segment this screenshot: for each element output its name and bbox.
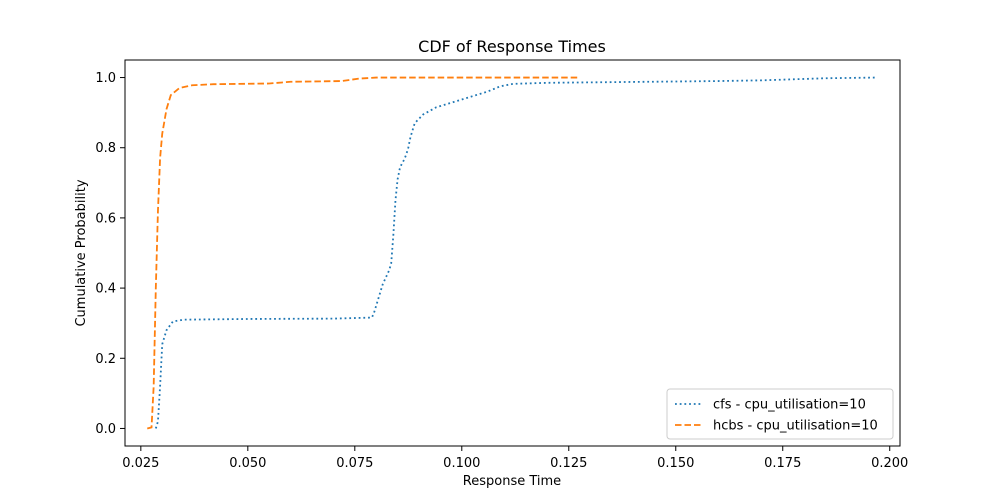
plot-area: 0.025 0.050 0.075 0.100 0.125 0.150 0.175 0.200… [95, 59, 908, 471]
legend-label: cfs - cpu_utilisation=10 [713, 398, 866, 413]
y-tick-label: 1.0 [95, 71, 116, 86]
x-tick-label: 0.025 [122, 456, 159, 471]
axes-frame [124, 59, 901, 447]
legend-box [666, 388, 894, 440]
x-tick-label: 0.150 [657, 456, 694, 471]
x-tick-label: 0.075 [336, 456, 373, 471]
y-tick-label: 0.0 [95, 422, 116, 437]
legend-label: hcbs - cpu_utilisation=10 [713, 419, 878, 434]
y-tick-label: 0.2 [95, 352, 116, 367]
x-tick-label: 0.200 [871, 456, 908, 471]
y-tick-label: 0.6 [95, 211, 116, 226]
y-tick-label: 0.4 [95, 282, 116, 297]
series-line-cfs [154, 76, 877, 429]
x-tick-label: 0.100 [443, 456, 480, 471]
x-tick-label: 0.175 [764, 456, 801, 471]
x-tick-label: 0.050 [229, 456, 266, 471]
chart-title: CDF of Response Times [418, 37, 606, 56]
x-tick-label: 0.125 [550, 456, 587, 471]
x-axis-title: Response Time [463, 474, 561, 489]
y-axis-title: Cumulative Probability [74, 179, 89, 326]
y-tick-label: 0.8 [95, 141, 116, 156]
series-line-hcbs [147, 76, 578, 430]
